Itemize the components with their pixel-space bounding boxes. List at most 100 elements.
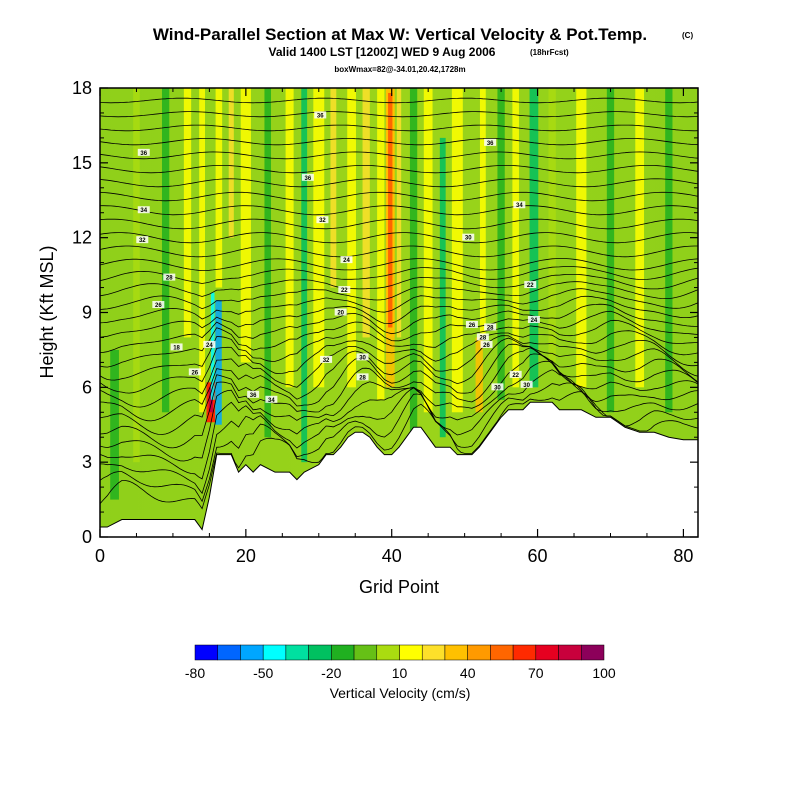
colorbar-swatch [535, 644, 559, 661]
velocity-band [451, 88, 463, 413]
contour-label: 36 [487, 141, 494, 147]
contour-label-bg [509, 370, 522, 378]
colorbar-swatch [444, 644, 468, 661]
velocity-band [665, 88, 673, 413]
contour-label: 28 [487, 325, 494, 331]
plot-area [100, 88, 698, 537]
velocity-band [475, 337, 483, 413]
contour-label: 26 [483, 343, 490, 349]
contour-label-bg [203, 340, 216, 348]
velocity-band [362, 88, 370, 338]
colorbar-swatch [421, 644, 446, 661]
isentrope-line [100, 205, 698, 216]
isentrope-line [100, 97, 698, 104]
contour-label-bg [527, 315, 540, 323]
contour-label: 34 [268, 398, 275, 404]
velocity-band [228, 88, 234, 238]
velocity-band [240, 88, 251, 363]
velocity-band [347, 88, 356, 388]
contour-label: 34 [516, 203, 523, 209]
contour-label: 26 [469, 323, 476, 329]
contour-label-bg [338, 286, 351, 294]
velocity-band [606, 88, 615, 413]
isentrope-line [100, 353, 698, 462]
colorbar-swatch [285, 644, 309, 661]
contour-label-bg [524, 281, 537, 289]
contour-label-bg [137, 148, 150, 156]
contour-label-bg [163, 273, 176, 281]
chart-subtitle: Valid 1400 LST [1200Z] WED 9 Aug 2006 [269, 45, 496, 59]
colorbar-swatch [308, 644, 332, 661]
velocity-band [330, 88, 337, 288]
contour-label: 36 [250, 393, 257, 399]
isentrope-line [100, 343, 698, 435]
contour-label-bg [520, 380, 533, 388]
colorbar-label: -20 [321, 665, 341, 681]
contour-label-bg [316, 216, 329, 224]
colorbar-label: -80 [185, 665, 205, 681]
isentrope-line [100, 330, 698, 394]
y-tick-label: 18 [72, 78, 92, 98]
velocity-band [301, 88, 308, 463]
contour-label-bg [340, 256, 353, 264]
contour-label-bg [170, 343, 183, 351]
velocity-band [161, 88, 170, 413]
velocity-band [199, 88, 206, 413]
contour-label: 36 [304, 176, 311, 182]
colorbar-label: -50 [253, 665, 273, 681]
contour-label: 36 [317, 113, 324, 119]
contour-label-bg [301, 173, 314, 181]
contour-label: 32 [323, 358, 330, 364]
velocity-band [110, 349, 119, 500]
downdraft-band [215, 300, 222, 425]
isentrope-line [100, 178, 698, 188]
isentrope-line [100, 382, 698, 503]
isentrope-line [100, 281, 698, 310]
isentrope-line [100, 266, 698, 284]
colorbar-swatch [581, 644, 605, 661]
velocity-band [133, 88, 140, 463]
isentrope-line [100, 335, 698, 408]
colorbar-swatch [194, 644, 218, 661]
contour-label-bg [137, 206, 150, 214]
contour-label: 24 [206, 343, 213, 349]
isentrope-line [100, 288, 698, 324]
colorbar: -80 -50 -20 10 40 70 100 [185, 644, 616, 681]
velocity-band [548, 88, 556, 363]
x-tick-label: 60 [528, 546, 548, 566]
isentrope-line [100, 258, 698, 271]
colorbar-swatch [353, 644, 378, 661]
colorbar-label: 40 [460, 665, 476, 681]
velocity-band [409, 88, 418, 438]
contour-label-bg [265, 395, 278, 403]
colorbar-swatch [399, 644, 423, 661]
x-axis: 0 20 40 60 80 [95, 88, 693, 566]
contour-label: 22 [527, 283, 534, 289]
subtitle-note: (18hrFcst) [530, 48, 569, 57]
isentrope-line [100, 218, 698, 230]
isentrope-line [100, 319, 698, 381]
velocity-band [512, 88, 519, 388]
y-tick-label: 12 [72, 228, 92, 248]
x-tick-label: 80 [673, 546, 693, 566]
contour-label: 30 [359, 355, 366, 361]
colorbar-swatch [512, 644, 537, 661]
contour-label-bg [465, 320, 478, 328]
contour-label: 30 [494, 385, 501, 391]
contour-label: 24 [531, 318, 538, 324]
contour-label-bg [491, 383, 504, 391]
y-tick-label: 3 [82, 452, 92, 472]
contour-label: 34 [140, 208, 147, 214]
contour-label: 26 [191, 370, 198, 376]
isentrope-line [100, 303, 698, 353]
colorbar-label: 10 [392, 665, 408, 681]
velocity-band [313, 88, 325, 388]
contour-label: 36 [140, 151, 147, 157]
velocity-band [439, 137, 446, 438]
x-tick-label: 40 [382, 546, 402, 566]
contour-label-bg [484, 323, 497, 331]
y-tick-label: 0 [82, 527, 92, 547]
contour-label: 32 [139, 238, 146, 244]
velocity-band [264, 88, 272, 438]
